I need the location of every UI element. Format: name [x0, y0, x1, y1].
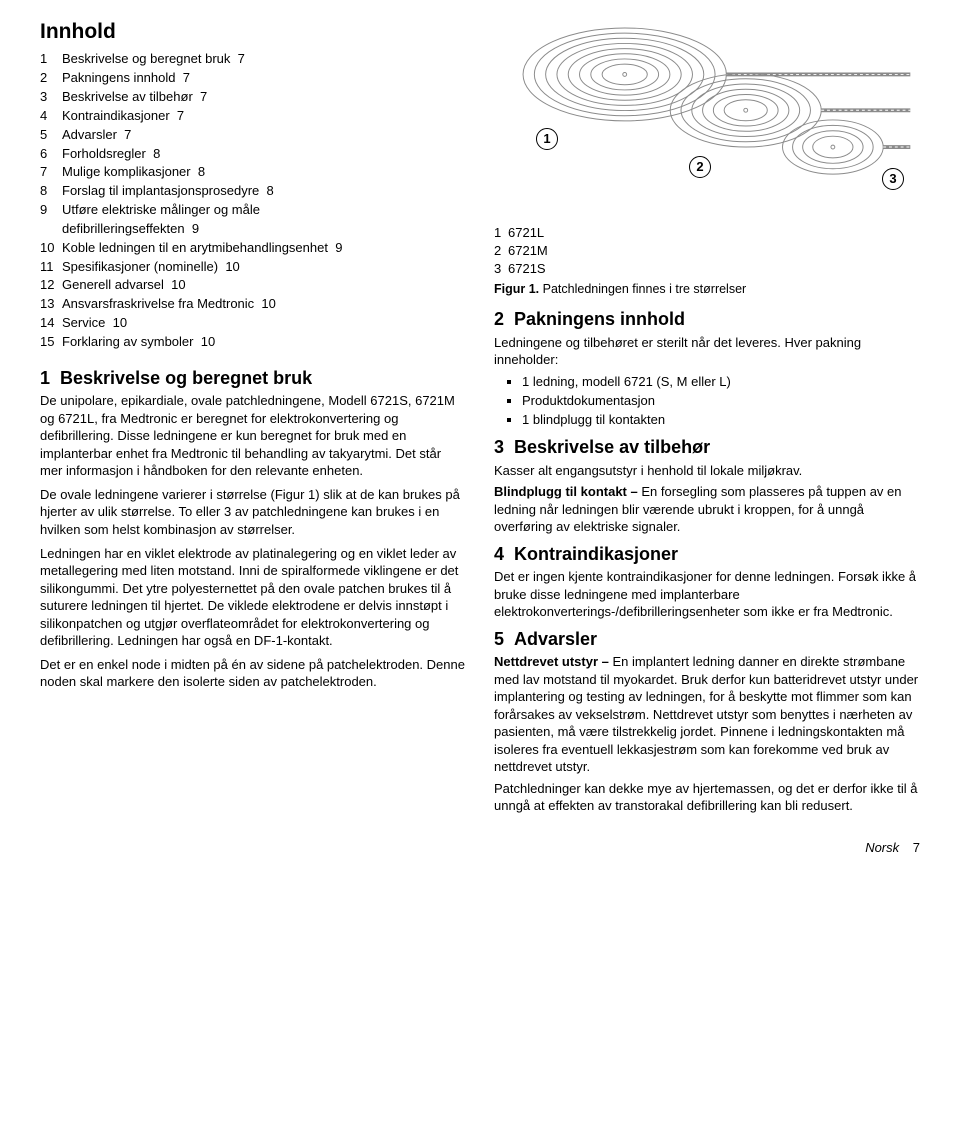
callout-3: 3	[882, 168, 904, 190]
section-1-p2: De ovale ledningene varierer i størrelse…	[40, 486, 466, 539]
toc-item: 14Service 10	[40, 314, 466, 333]
toc-item: 2Pakningens innhold 7	[40, 69, 466, 88]
section-2-bullets: 1 ledning, modell 6721 (S, M eller L) Pr…	[494, 373, 920, 430]
figure-legend: 16721L 26721M 36721S	[494, 224, 920, 279]
legend-row: 36721S	[494, 260, 920, 278]
list-item: 1 blindplugg til kontakten	[522, 411, 920, 430]
list-item: Produktdokumentasjon	[522, 392, 920, 411]
toc-item: 4Kontraindikasjoner 7	[40, 107, 466, 126]
section-5-p1: Nettdrevet utstyr – En implantert lednin…	[494, 653, 920, 776]
toc-item: 3Beskrivelse av tilbehør 7	[40, 88, 466, 107]
figure-1: 1 2 3	[494, 18, 920, 218]
patch-diagram-svg	[494, 18, 920, 218]
section-3-p2: Blindplugg til kontakt – En forsegling s…	[494, 483, 920, 536]
left-column: Innhold 1Beskrivelse og beregnet bruk 7 …	[40, 18, 466, 819]
section-1-p1: De unipolare, epikardiale, ovale patchle…	[40, 392, 466, 480]
callout-1: 1	[536, 128, 558, 150]
section-5-p2: Patchledninger kan dekke mye av hjertema…	[494, 780, 920, 815]
section-4-p1: Det er ingen kjente kontraindikasjoner f…	[494, 568, 920, 621]
toc-item: 13Ansvarsfraskrivelse fra Medtronic 10	[40, 295, 466, 314]
toc-item: 7Mulige komplikasjoner 8	[40, 163, 466, 182]
toc-item: 8Forslag til implantasjonsprosedyre 8	[40, 182, 466, 201]
toc-item: 15Forklaring av symboler 10	[40, 333, 466, 352]
section-2-intro: Ledningene og tilbehøret er sterilt når …	[494, 334, 920, 369]
toc-item: 11Spesifikasjoner (nominelle) 10	[40, 258, 466, 277]
list-item: 1 ledning, modell 6721 (S, M eller L)	[522, 373, 920, 392]
page-footer: Norsk 7	[0, 839, 960, 871]
legend-row: 26721M	[494, 242, 920, 260]
section-3-p1: Kasser alt engangsutstyr i henhold til l…	[494, 462, 920, 480]
toc-item: 5Advarsler 7	[40, 126, 466, 145]
toc-item: 1Beskrivelse og beregnet bruk 7	[40, 50, 466, 69]
toc-item: 9Utføre elektriske målinger og måledefib…	[40, 201, 466, 239]
section-4-heading: 4Kontraindikasjoner	[494, 542, 920, 566]
toc-item: 12Generell advarsel 10	[40, 276, 466, 295]
section-1-p3: Ledningen har en viklet elektrode av pla…	[40, 545, 466, 650]
toc-item: 10Koble ledningen til en arytmibehandlin…	[40, 239, 466, 258]
section-2-heading: 2Pakningens innhold	[494, 307, 920, 331]
section-1-p4: Det er en enkel node i midten på én av s…	[40, 656, 466, 691]
toc-item: 6Forholdsregler 8	[40, 145, 466, 164]
section-5-heading: 5Advarsler	[494, 627, 920, 651]
toc-title: Innhold	[40, 18, 466, 46]
figure-caption: Figur 1. Patchledningen finnes i tre stø…	[494, 281, 920, 298]
section-1-heading: 1Beskrivelse og beregnet bruk	[40, 366, 466, 390]
legend-row: 16721L	[494, 224, 920, 242]
right-column: 1 2 3 16721L 26721M 36721S Figur 1. Patc…	[494, 18, 920, 819]
footer-page-number: 7	[913, 840, 920, 855]
toc-list: 1Beskrivelse og beregnet bruk 7 2Pakning…	[40, 50, 466, 352]
footer-language: Norsk	[865, 840, 899, 855]
section-3-heading: 3Beskrivelse av tilbehør	[494, 435, 920, 459]
callout-2: 2	[689, 156, 711, 178]
